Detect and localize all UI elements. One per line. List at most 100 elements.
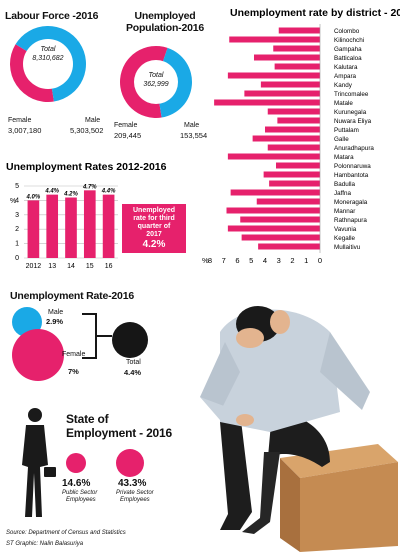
district-label: Mullaitivu xyxy=(334,244,361,251)
district-label: Galle xyxy=(334,136,349,143)
rates-bar xyxy=(83,190,96,258)
rates-xtick: 2012 xyxy=(26,263,42,270)
district-label: Badulla xyxy=(334,181,356,188)
total-rate-label: Total xyxy=(126,359,141,366)
rates-ytick: 4 xyxy=(15,197,19,204)
district-bar xyxy=(277,117,320,124)
district-xtick: 0 xyxy=(318,256,322,265)
district-label: Kalutara xyxy=(334,64,358,71)
district-label: Rathnapura xyxy=(334,217,367,224)
district-bar xyxy=(265,126,320,133)
district-bar xyxy=(274,63,320,70)
district-bar xyxy=(241,234,320,241)
district-label: Jaffna xyxy=(334,190,352,197)
district-label: Matale xyxy=(334,100,353,107)
district-label: Trincomalee xyxy=(334,91,369,98)
labour-force-total-value: 8,310,682 xyxy=(32,55,64,62)
unemployed-population-female-label: Female xyxy=(114,122,138,129)
rates-ytick: 5 xyxy=(15,183,19,190)
district-xtick: 2 xyxy=(290,256,294,265)
district-bar xyxy=(240,216,320,223)
unemployed-population-title-line2: Population-2016 xyxy=(125,22,205,34)
rates-bar xyxy=(46,194,59,258)
district-bar xyxy=(227,225,320,232)
rates-xtick: 15 xyxy=(86,263,94,270)
male-rate-label: Male xyxy=(48,309,64,316)
graphic-credit: ST Graphic: Nalin Balasuriya xyxy=(6,541,84,547)
rate-2016-bubbles xyxy=(12,307,148,381)
district-label: Hambantota xyxy=(334,172,369,179)
public-sector-circle xyxy=(66,453,86,473)
district-xtick: 3 xyxy=(277,256,281,265)
state-title-line2: Employment - 2016 xyxy=(66,426,172,440)
unemployed-population-male-value: 153,554 xyxy=(180,131,208,140)
employment-circles xyxy=(66,449,144,477)
district-label: Nuwara Eliya xyxy=(334,118,372,125)
rates-xtick: 13 xyxy=(48,263,56,270)
state-of-employment-title: State of Employment - 2016 xyxy=(66,412,172,440)
rates-ytick: 2 xyxy=(15,226,19,233)
district-bar xyxy=(254,54,320,61)
state-title-line1: State of xyxy=(66,412,109,426)
district-x-unit: % xyxy=(202,256,209,265)
rates-data-label: 4.4% xyxy=(101,189,116,195)
labour-force-pie xyxy=(9,26,86,103)
rates-bar xyxy=(65,197,77,258)
district-label: Mannar xyxy=(334,208,355,215)
district-label: Puttalam xyxy=(334,127,359,134)
unemployed-population-total-value: 362,999 xyxy=(143,81,169,88)
rates-xtick: 16 xyxy=(105,263,113,270)
unemployed-population-female-value: 209,445 xyxy=(114,131,142,140)
district-bar xyxy=(276,162,320,169)
q3-2017-callout: Unemployed rate for third quarter of 201… xyxy=(122,204,186,253)
male-rate-value: 2.9% xyxy=(46,317,64,326)
district-xtick: 1 xyxy=(304,256,308,265)
district-label: Moneragala xyxy=(334,199,368,206)
rates-chart-title: Unemployment Rates 2012-2016 xyxy=(6,161,167,173)
labour-force-female-label: Female xyxy=(8,117,32,124)
unemployed-population-title-line1: Unemployed xyxy=(134,10,196,22)
labour-force-female-value: 3,007,180 xyxy=(8,126,42,135)
unemployment-rate-2016-title: Unemployment Rate-2016 xyxy=(10,290,134,302)
rates-data-label: 4.7% xyxy=(82,184,97,190)
rates-ytick: 0 xyxy=(15,255,19,262)
callout-line2: rate for third xyxy=(133,215,175,222)
district-bar xyxy=(269,180,320,187)
total-rate-value: 4.4% xyxy=(124,368,142,377)
rates-data-label: 4.2% xyxy=(63,192,78,198)
district-bar xyxy=(267,144,320,151)
district-bar xyxy=(227,72,320,79)
district-bar xyxy=(260,81,320,88)
source-note: Source: Department of Census and Statist… xyxy=(6,530,126,536)
district-bar xyxy=(258,243,320,250)
private-sector-label-2: Employees xyxy=(120,497,150,503)
rates-y-unit: % xyxy=(10,198,16,205)
district-bar xyxy=(229,36,320,43)
rates-ytick: 3 xyxy=(15,212,19,219)
district-bar xyxy=(227,153,320,160)
district-chart-title: Unemployment rate by district - 2016 xyxy=(230,7,400,19)
rates-xtick: 14 xyxy=(67,263,75,270)
unemployed-population-total-label: Total xyxy=(148,72,164,79)
district-label: Kegalle xyxy=(334,235,356,242)
district-label: Ampara xyxy=(334,73,357,80)
depressed-man-illustration xyxy=(200,306,398,552)
rates-bar xyxy=(102,194,115,258)
callout-value: 4.2% xyxy=(142,239,166,250)
district-label: Vavunia xyxy=(334,226,357,233)
rates-data-label: 4.4% xyxy=(44,189,59,195)
public-sector-label-1: Public Sector xyxy=(62,490,98,496)
district-xtick: 5 xyxy=(249,256,253,265)
labour-force-title: Labour Force -2016 xyxy=(5,10,99,22)
district-bar xyxy=(230,189,320,196)
district-xtick: 4 xyxy=(263,256,267,265)
private-sector-label-1: Private Sector xyxy=(116,490,154,496)
district-label: Gampaha xyxy=(334,46,362,53)
businessman-silhouette xyxy=(22,408,56,517)
district-label: Kilinochchi xyxy=(334,37,364,44)
district-bar xyxy=(267,108,320,115)
labour-force-total-label: Total xyxy=(40,46,56,53)
district-bar xyxy=(256,198,320,205)
bracket-connector xyxy=(82,313,112,359)
district-bar xyxy=(252,135,320,142)
